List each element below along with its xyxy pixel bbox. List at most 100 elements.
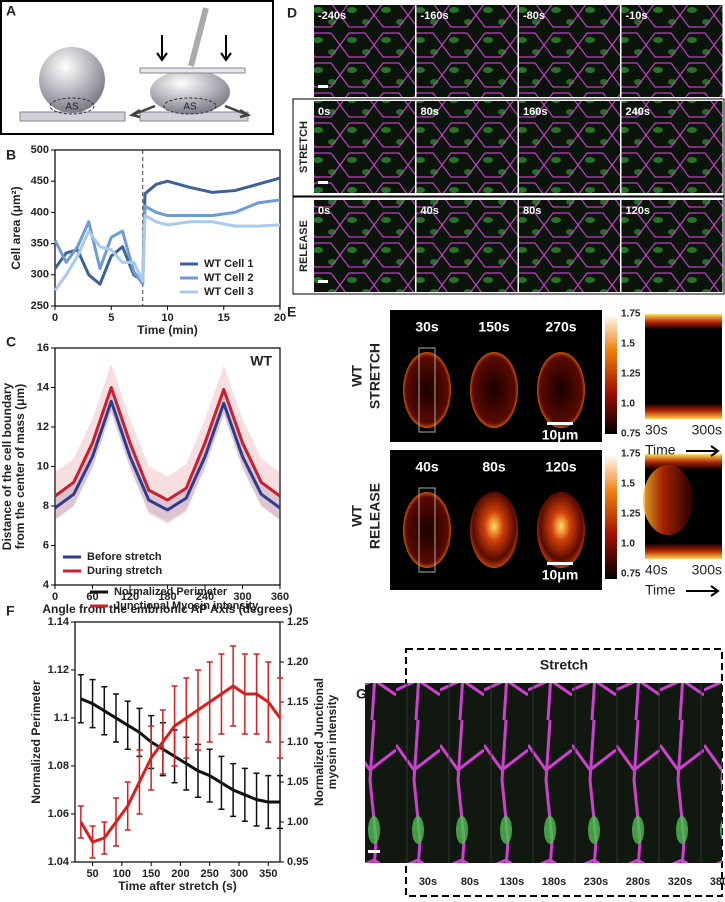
y-axis-label: myosin intensity bbox=[325, 694, 339, 789]
x-tick-label: 5 bbox=[108, 312, 114, 324]
y-axis-label: Cell area (μm²) bbox=[9, 186, 23, 269]
scale-bar bbox=[547, 422, 573, 425]
panel-letter: E bbox=[287, 304, 296, 320]
time-label: 80s bbox=[523, 205, 541, 217]
micrograph bbox=[314, 5, 415, 97]
legend-label: WT Cell 1 bbox=[204, 258, 254, 270]
y-tick-label: 1.1 bbox=[54, 712, 69, 724]
error-bar bbox=[77, 805, 84, 839]
x-tick-label: 0 bbox=[52, 312, 58, 324]
micrograph bbox=[519, 5, 620, 97]
series-line bbox=[54, 386, 281, 502]
series-line bbox=[53, 214, 281, 292]
needle bbox=[188, 7, 209, 67]
micrograph bbox=[519, 101, 620, 193]
panel-a-frame bbox=[0, 0, 274, 135]
cell-image bbox=[470, 352, 518, 428]
time-label: 0s bbox=[318, 106, 330, 118]
colorbar-tick: 1.75 bbox=[621, 309, 641, 320]
scale-bar bbox=[318, 280, 328, 283]
colorbar-tick: 0.75 bbox=[621, 569, 641, 580]
kymo-end: 300s bbox=[692, 422, 722, 438]
panel-letter: C bbox=[6, 334, 16, 350]
x-tick-label: 100 bbox=[113, 868, 131, 880]
y-tick-label: 10 bbox=[37, 460, 49, 472]
micrograph bbox=[416, 200, 518, 292]
kymo-start: 40s bbox=[645, 562, 668, 578]
colorbar-tick: 1.0 bbox=[621, 399, 635, 410]
micrograph bbox=[621, 5, 723, 97]
kymograph-signal bbox=[643, 465, 693, 535]
y-tick-label: 1.08 bbox=[48, 760, 69, 772]
x-tick-label: 200 bbox=[171, 868, 189, 880]
time-label: 80s bbox=[421, 106, 439, 118]
legend-label: Before stretch bbox=[87, 551, 162, 563]
y-tick-label: 450 bbox=[31, 175, 49, 187]
y-tick-label: 250 bbox=[31, 300, 49, 312]
time-label: 320s bbox=[668, 876, 692, 888]
roi bbox=[418, 347, 436, 433]
as-label: AS bbox=[65, 102, 79, 113]
series-line bbox=[80, 697, 280, 804]
legend-label: Junctional Myosin intensity bbox=[114, 600, 259, 612]
axes-frame bbox=[74, 621, 281, 863]
kymo-end: 300s bbox=[692, 562, 722, 578]
x-tick-label: 10 bbox=[161, 312, 173, 324]
x-axis-label: Time after stretch (s) bbox=[118, 879, 236, 893]
y-tick-label: 1.12 bbox=[48, 664, 69, 676]
cell-image bbox=[537, 352, 585, 428]
as-outline bbox=[49, 97, 95, 115]
time-label: 80s bbox=[482, 459, 506, 475]
time-label: 240s bbox=[626, 106, 650, 118]
x-tick-label: 350 bbox=[259, 868, 277, 880]
time-label: 280s bbox=[626, 876, 650, 888]
time-axis-label: Time bbox=[645, 582, 676, 598]
x-tick-label: 150 bbox=[142, 868, 160, 880]
spread-arrows bbox=[128, 104, 252, 119]
genotype-label: WT bbox=[349, 505, 365, 527]
g-images bbox=[365, 683, 722, 863]
micrograph bbox=[621, 101, 723, 193]
panel-letter: A bbox=[6, 3, 16, 19]
y-tick-label: 0.95 bbox=[287, 856, 308, 868]
time-label: 120s bbox=[545, 459, 576, 475]
genotype-label: WT bbox=[349, 365, 365, 387]
y-axis-label: Normalized Junctional bbox=[312, 678, 326, 806]
x-axis-label: Time (min) bbox=[137, 323, 197, 337]
as-label: AS bbox=[183, 102, 197, 113]
colorbar-tick: 1.5 bbox=[621, 339, 635, 350]
x-tick-label: 300 bbox=[230, 868, 248, 880]
legend-label: Normalized Perimeter bbox=[114, 586, 228, 598]
annotation: WT bbox=[250, 353, 272, 369]
colorbar-tick: 1.0 bbox=[621, 539, 635, 550]
kymo-start: 30s bbox=[645, 422, 668, 438]
colorbar bbox=[605, 454, 617, 579]
colorbar-tick: 0.75 bbox=[621, 429, 641, 440]
micrograph bbox=[314, 200, 415, 292]
x-tick-label: 240 bbox=[196, 591, 214, 603]
y-tick-label: 1.14 bbox=[48, 616, 70, 628]
y-axis-label: Normalized Perimeter bbox=[29, 680, 43, 804]
scale-label: 10μm bbox=[542, 567, 579, 583]
y-tick-label: 6 bbox=[43, 539, 49, 551]
y-tick-label: 8 bbox=[43, 500, 49, 512]
micrograph bbox=[314, 101, 415, 193]
y-tick-label: 1.25 bbox=[287, 616, 308, 628]
x-tick-label: 60 bbox=[86, 591, 98, 603]
embryo bbox=[39, 47, 105, 113]
time-label: 230s bbox=[584, 876, 608, 888]
roi bbox=[418, 487, 436, 573]
time-axis-label: Time bbox=[645, 442, 676, 458]
time-label: -10s bbox=[626, 10, 648, 22]
scale-bar bbox=[547, 562, 573, 565]
y-tick-label: 1.20 bbox=[287, 656, 308, 668]
cell-image bbox=[403, 492, 451, 568]
error-bar bbox=[77, 674, 84, 724]
time-label: -240s bbox=[318, 10, 346, 22]
cell-image bbox=[537, 492, 585, 568]
micrograph bbox=[621, 200, 723, 292]
y-axis-label: Distance of the cell boundary bbox=[0, 382, 14, 550]
kymograph bbox=[645, 314, 722, 419]
y-axis-label: from the center of mass (μm) bbox=[13, 384, 27, 549]
